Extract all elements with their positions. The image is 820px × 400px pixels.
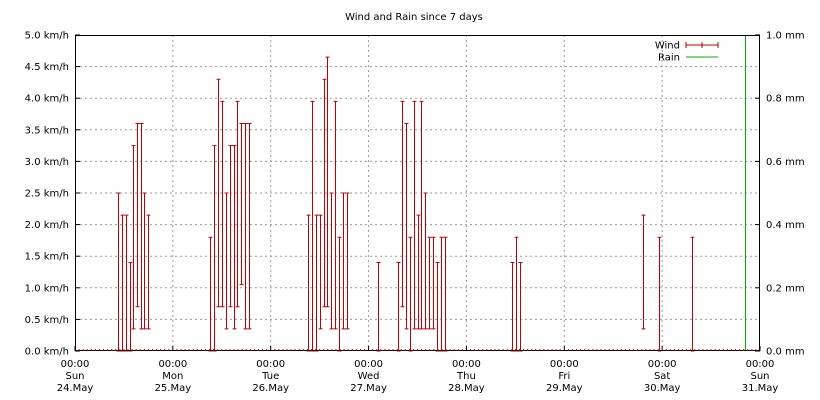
legend-label: Rain bbox=[658, 53, 680, 64]
x-tick-day: Thu bbox=[456, 371, 476, 382]
legend-label: Wind bbox=[655, 41, 680, 52]
x-tick-day: Sun bbox=[750, 371, 769, 382]
x-tick-time: 00:00 bbox=[550, 359, 579, 370]
x-tick-day: Sun bbox=[65, 371, 84, 382]
y-right-tick-label: 0.2 mm bbox=[766, 283, 805, 294]
x-tick-time: 00:00 bbox=[61, 359, 90, 370]
x-tick-date: 25.May bbox=[155, 383, 192, 394]
y-right-tick-label: 0.0 mm bbox=[766, 347, 805, 358]
y-left-tick-label: 4.0 km/h bbox=[25, 94, 69, 105]
x-tick-date: 24.May bbox=[57, 383, 94, 394]
y-axis-right: 0.0 mm 0.2 mm 0.4 mm 0.6 mm 0.8 mm 1.0 mm bbox=[755, 31, 805, 358]
x-tick-date: 26.May bbox=[252, 383, 289, 394]
x-tick-date: 28.May bbox=[448, 383, 485, 394]
x-tick-date: 29.May bbox=[546, 383, 583, 394]
x-tick-day: Fri bbox=[558, 371, 570, 382]
y-left-tick-label: 4.5 km/h bbox=[25, 62, 69, 73]
x-tick-day: Tue bbox=[261, 371, 279, 382]
x-axis: 00:00Sun24.May00:00Mon25.May00:00Tue26.M… bbox=[57, 346, 779, 394]
x-tick-time: 00:00 bbox=[452, 359, 481, 370]
y-left-tick-label: 1.5 km/h bbox=[25, 252, 69, 263]
y-right-tick-label: 0.4 mm bbox=[766, 220, 805, 231]
wind-bars bbox=[116, 56, 695, 352]
x-tick-time: 00:00 bbox=[746, 359, 775, 370]
x-tick-day: Mon bbox=[162, 371, 183, 382]
x-tick-date: 27.May bbox=[350, 383, 387, 394]
y-left-tick-label: 1.0 km/h bbox=[25, 283, 69, 294]
x-tick-time: 00:00 bbox=[354, 359, 383, 370]
x-tick-time: 00:00 bbox=[256, 359, 285, 370]
x-tick-time: 00:00 bbox=[158, 359, 187, 370]
chart-title: Wind and Rain since 7 days bbox=[345, 12, 483, 23]
x-tick-day: Sat bbox=[654, 371, 670, 382]
grid-lines bbox=[75, 35, 760, 351]
y-left-tick-label: 2.0 km/h bbox=[25, 220, 69, 231]
y-left-tick-label: 0.5 km/h bbox=[25, 315, 69, 326]
y-left-tick-label: 3.0 km/h bbox=[25, 157, 69, 168]
x-tick-date: 31.May bbox=[742, 383, 779, 394]
x-tick-time: 00:00 bbox=[648, 359, 677, 370]
y-left-tick-label: 0.0 km/h bbox=[25, 347, 69, 358]
y-left-tick-label: 5.0 km/h bbox=[25, 31, 69, 42]
y-axis-left: 0.0 km/h 0.5 km/h 1.0 km/h 1.5 km/h 2.0 km/h… bbox=[25, 31, 80, 358]
y-right-tick-label: 1.0 mm bbox=[766, 31, 805, 42]
y-left-tick-label: 2.5 km/h bbox=[25, 189, 69, 200]
y-right-tick-label: 0.8 mm bbox=[766, 94, 805, 105]
y-left-tick-label: 3.5 km/h bbox=[25, 125, 69, 136]
x-tick-day: Wed bbox=[358, 371, 380, 382]
y-right-tick-label: 0.6 mm bbox=[766, 157, 805, 168]
x-tick-date: 30.May bbox=[644, 383, 681, 394]
